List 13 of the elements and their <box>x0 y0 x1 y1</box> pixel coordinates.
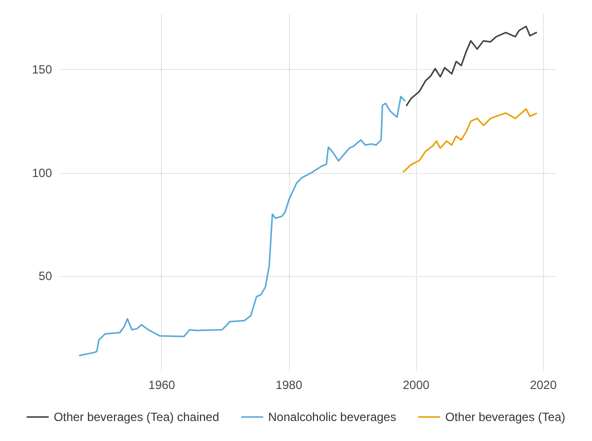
legend-label: Other beverages (Tea) chained <box>54 410 220 424</box>
line-series <box>78 96 406 356</box>
legend-label: Nonalcoholic beverages <box>268 410 396 424</box>
y-tick-label: 150 <box>32 62 52 77</box>
y-tick-label: 50 <box>38 269 52 284</box>
x-tick-label: 2020 <box>530 378 557 392</box>
line-series <box>406 26 538 106</box>
x-tick-label: 2000 <box>402 378 430 392</box>
y-tick-label: 100 <box>32 166 52 180</box>
line-series <box>402 108 538 173</box>
x-tick-label: 1960 <box>148 378 176 392</box>
x-tick-label: 1980 <box>276 378 303 392</box>
legend-label: Other beverages (Tea) <box>445 410 566 424</box>
